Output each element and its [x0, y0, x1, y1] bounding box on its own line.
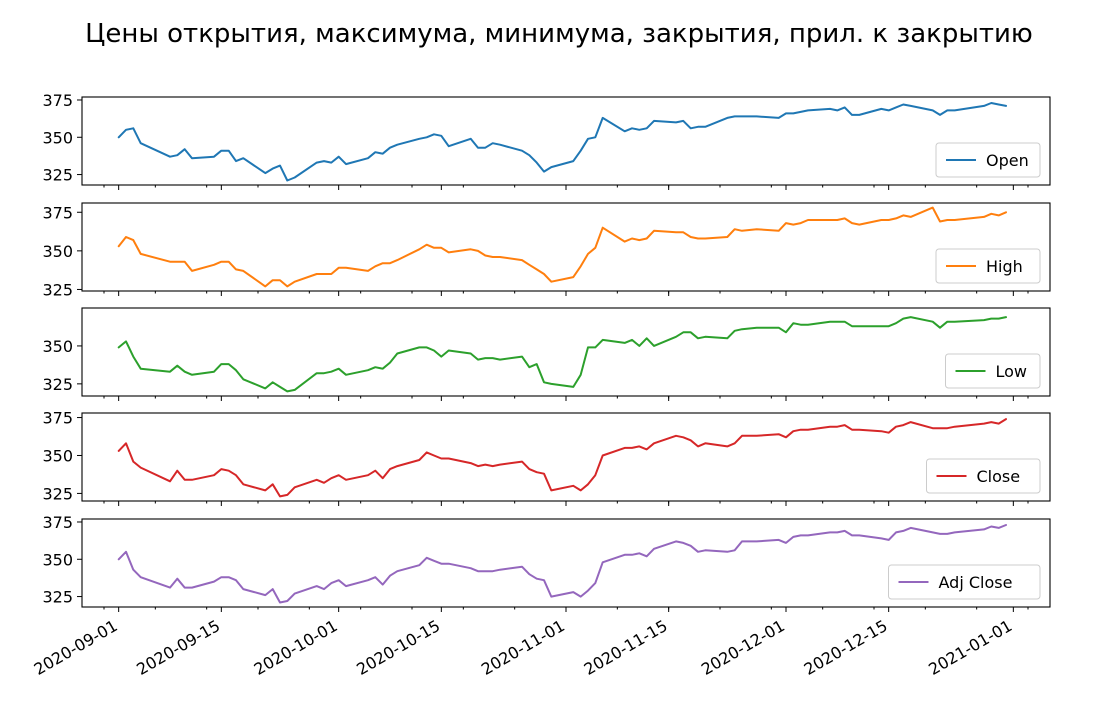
y-tick-label: 350: [42, 242, 73, 261]
series-line-high: [117, 206, 1007, 288]
x-tick-label: 2020-10-01: [251, 616, 341, 679]
panel-close: 325 350 375 Close: [42, 409, 1051, 506]
x-tick-label: 2020-11-01: [478, 616, 568, 679]
legend-high: High: [935, 248, 1041, 284]
y-tick-label: 350: [42, 446, 73, 465]
chart-title: Цены открытия, максимума, минимума, закр…: [85, 19, 1033, 49]
legend-box: [945, 353, 1041, 389]
y-tick-label: 375: [42, 91, 73, 110]
y-tick-label: 325: [42, 166, 73, 185]
series-line-open: [117, 102, 1007, 182]
subplots: 325 350 375 Open 325 350 375 High 325 350 Low 325 35…: [42, 91, 1051, 612]
legend-low: Low: [945, 353, 1041, 389]
x-tick-label: 2020-09-15: [133, 616, 223, 679]
panel-adj-close: 325 350 375 Adj Close: [42, 513, 1051, 612]
x-tick-label: 2021-01-01: [925, 616, 1015, 679]
y-tick-label: 350: [42, 128, 73, 147]
legend-box: [935, 248, 1041, 284]
legend-label: Open: [986, 151, 1029, 170]
y-tick-label: 325: [42, 484, 73, 503]
x-tick-label: 2020-11-15: [581, 616, 671, 679]
legend-box: [935, 142, 1041, 178]
series-line-adj-close: [117, 524, 1007, 604]
y-tick-label: 325: [42, 375, 73, 394]
y-tick-label: 350: [42, 337, 73, 356]
shared-x-axis: 2020-09-01 2020-09-15 2020-10-01 2020-10-15…: [31, 616, 1016, 679]
y-tick-label: 375: [42, 513, 73, 532]
legend-close: Close: [926, 458, 1041, 494]
legend-label: Close: [977, 467, 1021, 486]
series-line-close: [117, 418, 1007, 498]
axes-frame: [81, 96, 1051, 186]
legend-label: Low: [996, 362, 1028, 381]
panel-high: 325 350 375 High: [42, 202, 1051, 299]
y-tick-label: 325: [42, 588, 73, 607]
legend-box: [888, 564, 1041, 600]
series-line-low: [117, 316, 1007, 393]
y-tick-label: 375: [42, 203, 73, 222]
panel-low: 325 350 Low: [42, 307, 1051, 401]
x-tick-label: 2020-09-01: [31, 616, 121, 679]
x-tick-label: 2020-12-15: [801, 616, 891, 679]
y-tick-label: 350: [42, 550, 73, 569]
panel-open: 325 350 375 Open: [42, 91, 1051, 190]
x-tick-label: 2020-10-15: [353, 616, 443, 679]
x-tick-label: 2020-12-01: [698, 616, 788, 679]
legend-adj-close: Adj Close: [888, 564, 1041, 600]
y-tick-label: 375: [42, 409, 73, 428]
axes-frame: [81, 307, 1051, 397]
legend-label: High: [986, 257, 1023, 276]
legend-label: Adj Close: [939, 573, 1013, 592]
y-tick-label: 325: [42, 280, 73, 299]
legend-open: Open: [935, 142, 1041, 178]
legend-box: [926, 458, 1041, 494]
